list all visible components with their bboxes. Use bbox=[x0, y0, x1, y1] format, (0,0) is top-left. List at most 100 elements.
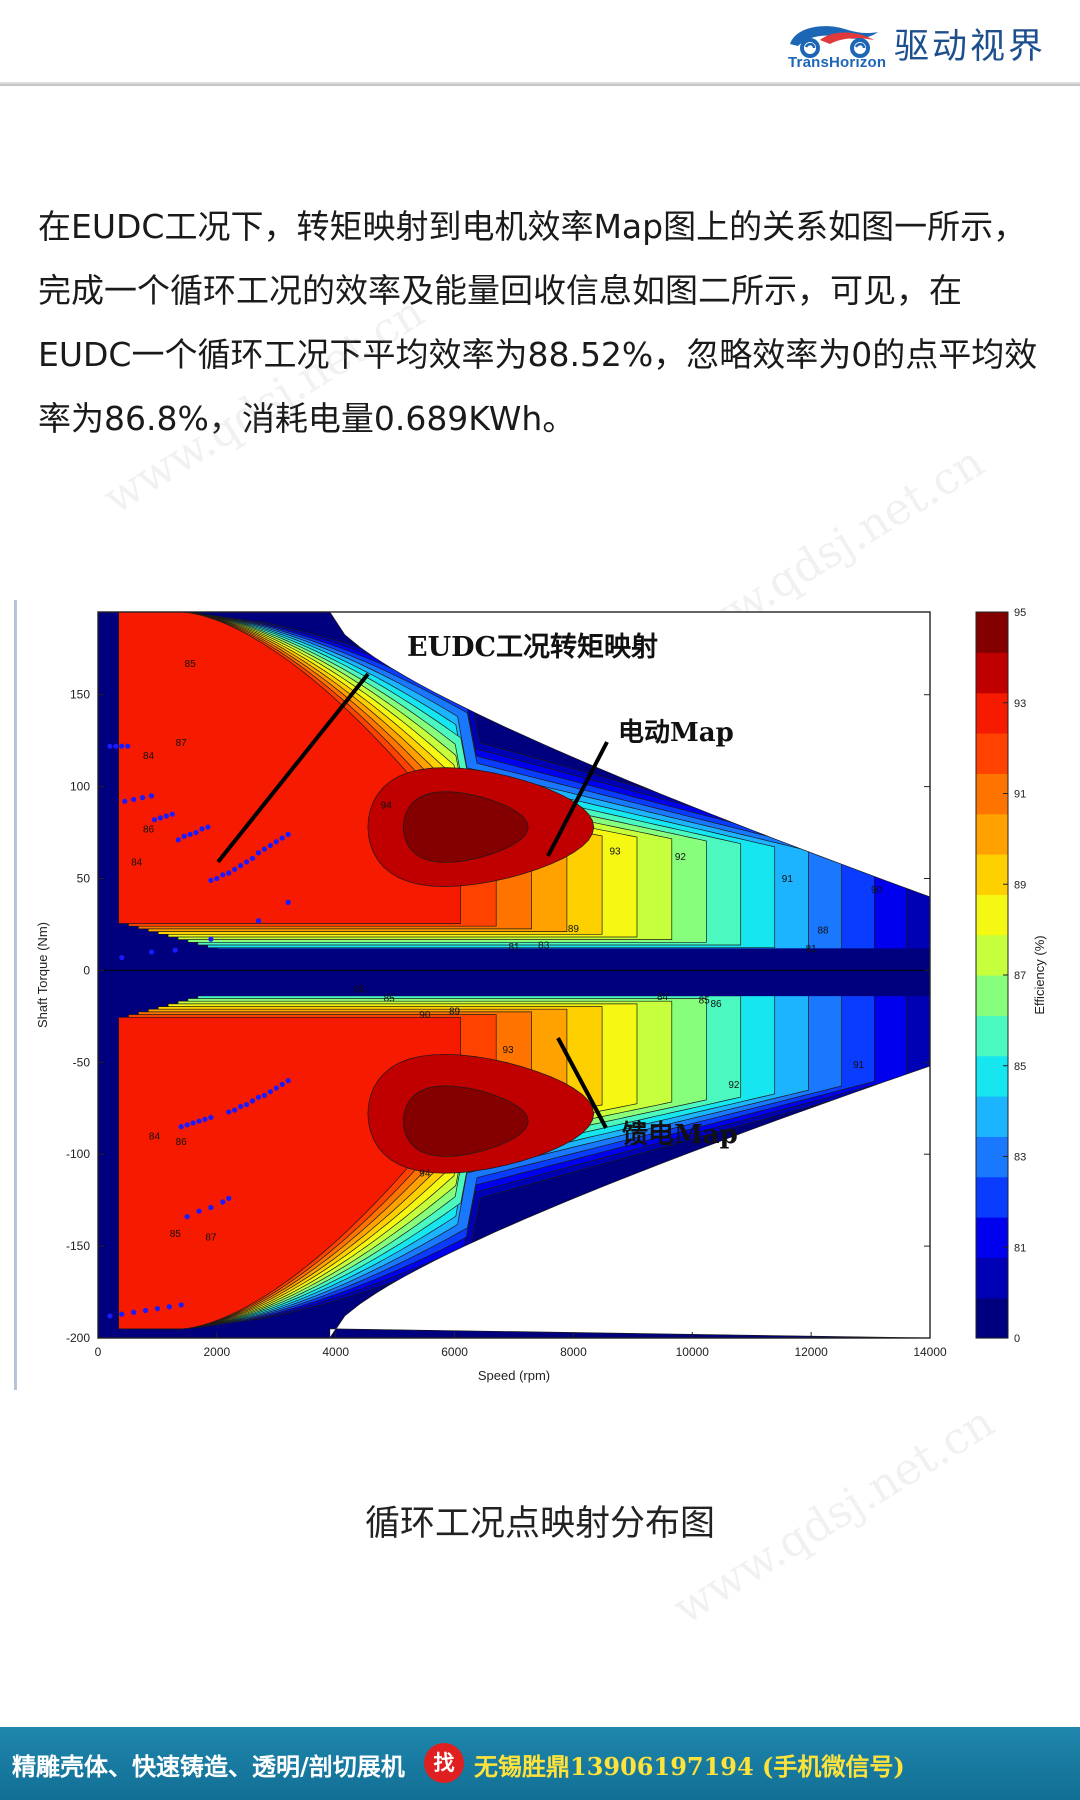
operating-point bbox=[232, 1107, 238, 1113]
contour-label: 85 bbox=[699, 995, 711, 1006]
x-axis-label: Speed (rpm) bbox=[478, 1368, 550, 1383]
operating-point bbox=[208, 936, 214, 942]
y-tick-label: -50 bbox=[73, 1055, 91, 1069]
operating-point bbox=[226, 1195, 232, 1201]
x-tick-label: 6000 bbox=[441, 1345, 468, 1359]
operating-point bbox=[139, 795, 146, 801]
colorbar-band bbox=[976, 934, 1008, 976]
contour-label: 86 bbox=[176, 1137, 188, 1148]
x-tick-label: 12000 bbox=[794, 1345, 828, 1359]
contour-label: 87 bbox=[205, 1233, 217, 1244]
operating-point bbox=[226, 870, 232, 876]
operating-point bbox=[249, 855, 256, 861]
operating-point bbox=[131, 1309, 137, 1315]
operating-point bbox=[238, 1103, 244, 1110]
operating-point bbox=[243, 1101, 250, 1108]
operating-point bbox=[220, 872, 226, 878]
contour-label: 91 bbox=[853, 1060, 865, 1071]
colorbar-tick-label: 93 bbox=[1014, 698, 1026, 710]
operating-point bbox=[148, 793, 155, 799]
operating-point bbox=[208, 877, 214, 883]
header-divider bbox=[0, 82, 1080, 86]
zero-efficiency-band bbox=[98, 948, 930, 997]
operating-point bbox=[113, 743, 119, 749]
contour-label: 90 bbox=[871, 885, 883, 896]
operating-point bbox=[261, 846, 267, 852]
contour-label-layer: 85 87 84 86 84 94 93 92 91 90 89 88 83 81 81 85 85 90 89 84… bbox=[131, 659, 882, 1243]
colorbar-band bbox=[976, 733, 1008, 774]
colorbar-band bbox=[976, 692, 1008, 734]
operating-point bbox=[178, 1124, 184, 1130]
contour-label: 88 bbox=[817, 926, 829, 937]
contour-label: 92 bbox=[728, 1080, 740, 1091]
operating-point bbox=[261, 1092, 267, 1098]
operating-point bbox=[187, 831, 193, 837]
operating-point bbox=[178, 1302, 184, 1308]
operating-point bbox=[255, 1094, 262, 1100]
annotation-layer: EUDC工况转矩映射 电动Map 馈电Map bbox=[216, 632, 738, 1150]
brand-logo[interactable]: TransHorizon 驱动视界 bbox=[786, 14, 1054, 74]
operating-point bbox=[214, 875, 220, 882]
colorbar-tick-label: 89 bbox=[1014, 879, 1026, 891]
contour-label: 94 bbox=[419, 1168, 431, 1179]
y-axis-label: Shaft Torque (Nm) bbox=[35, 922, 50, 1028]
operating-point bbox=[232, 866, 238, 872]
contour-label: 85 bbox=[170, 1229, 182, 1240]
y-tick-label: 100 bbox=[70, 780, 90, 794]
plot-frame bbox=[97, 611, 931, 1339]
operating-point bbox=[255, 918, 262, 924]
y-tick-label: -150 bbox=[66, 1239, 90, 1253]
operating-point bbox=[184, 1214, 190, 1220]
contour-band-peak bbox=[403, 1085, 529, 1157]
operating-point bbox=[131, 796, 137, 803]
operating-point bbox=[196, 1118, 202, 1124]
operating-point bbox=[249, 1098, 256, 1104]
y-tick-label: 0 bbox=[83, 963, 90, 977]
colorbar-label: Efficiency (%) bbox=[1032, 935, 1047, 1014]
operating-point bbox=[196, 1208, 202, 1214]
operating-point bbox=[169, 811, 175, 817]
operating-point bbox=[181, 833, 187, 839]
operating-point bbox=[226, 1109, 232, 1115]
map-envelope-top bbox=[329, 612, 930, 898]
operating-point bbox=[193, 829, 199, 836]
y-tick-label: 50 bbox=[77, 872, 91, 886]
colorbar-band bbox=[976, 1297, 1008, 1339]
annotation-pointer-motor bbox=[546, 741, 609, 857]
figure-caption: 循环工况点映射分布图 bbox=[364, 1504, 715, 1544]
operating-point bbox=[279, 835, 285, 841]
colorbar-tick-label: 83 bbox=[1014, 1152, 1026, 1164]
contour-label: 83 bbox=[538, 940, 550, 951]
footer-banner[interactable]: 精雕壳体、快速铸造、透明/剖切展机 找 无锡胜鼎13906197194 (手机微… bbox=[0, 1727, 1080, 1800]
x-axis-ticks: 0 2000 4000 6000 8000 10000 12000 14000 bbox=[95, 1332, 947, 1359]
operating-point bbox=[151, 817, 158, 823]
operating-point bbox=[190, 1120, 196, 1126]
colorbar-band bbox=[976, 975, 1008, 1016]
contour-fill-layer bbox=[98, 612, 930, 1338]
contour-label: 89 bbox=[449, 1007, 461, 1018]
colorbar-tick-label: 0 bbox=[1014, 1333, 1020, 1345]
colorbar-band bbox=[976, 1176, 1008, 1218]
operating-point bbox=[107, 743, 113, 749]
operating-point bbox=[122, 798, 128, 804]
operating-point bbox=[208, 1114, 214, 1121]
colorbar-band bbox=[976, 854, 1008, 895]
contour-label: 81 bbox=[806, 944, 818, 955]
footer-services-text: 精雕壳体、快速铸造、透明/剖切展机 bbox=[12, 1752, 405, 1781]
colorbar-tick-label: 87 bbox=[1014, 970, 1026, 982]
contour-label: 91 bbox=[782, 874, 794, 885]
annotation-pointer-regen bbox=[556, 1037, 608, 1129]
operating-point bbox=[238, 863, 244, 869]
contour-label: 85 bbox=[354, 984, 366, 995]
operating-point bbox=[148, 949, 155, 955]
annotation-eudc-mapping: EUDC工况转矩映射 bbox=[407, 632, 658, 663]
operating-points-layer bbox=[107, 743, 291, 1319]
header-bar: TransHorizon 驱动视界 bbox=[0, 0, 1080, 86]
operating-point bbox=[273, 839, 279, 845]
operating-point bbox=[202, 1116, 208, 1122]
efficiency-map-figure: 85 87 84 86 84 94 93 92 91 90 89 88 83 81 81 85 85 90 89 84… bbox=[12, 598, 1068, 1398]
operating-point bbox=[119, 1311, 125, 1317]
contour-band-peak bbox=[403, 791, 529, 863]
colorbar-band bbox=[976, 1015, 1008, 1057]
brand-name-en: TransHorizon bbox=[788, 54, 887, 71]
